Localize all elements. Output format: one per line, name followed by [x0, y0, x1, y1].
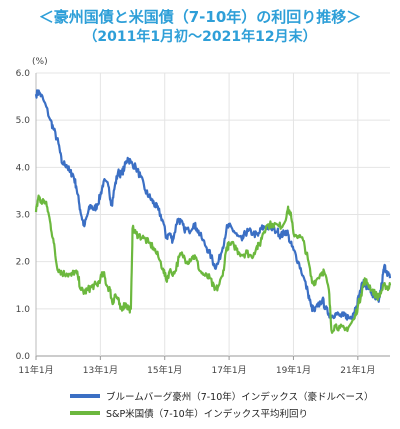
y-tick-label: 2.0: [16, 258, 31, 268]
x-tick-label: 19年1月: [276, 364, 311, 376]
series-line-us: [34, 194, 392, 334]
x-tick-label: 17年1月: [211, 364, 246, 376]
y-tick-label: 5.0: [16, 116, 31, 126]
y-tick-label: 3.0: [16, 211, 31, 221]
x-tick-label: 11年1月: [18, 364, 53, 376]
series-line-australia: [34, 89, 392, 321]
chart-subtitle: （2011年1月初～2021年12月末）: [83, 29, 317, 45]
y-tick-label: 0.0: [16, 352, 31, 362]
y-tick-label: 1.0: [16, 305, 31, 315]
legend-label-australia: ブルームバーグ豪州（7-10年）インデックス（豪ドルベース）: [106, 392, 374, 403]
legend-swatch-us: [70, 411, 100, 415]
y-axis-label: (%): [32, 57, 48, 67]
y-tick-label: 4.0: [16, 163, 31, 173]
x-tick-label: 15年1月: [147, 364, 182, 376]
legend-label-us: S&P米国債（7-10年）インデックス平均利回り: [106, 409, 308, 420]
chart-title: ＜豪州国債と米国債（7-10年）の利回り推移＞: [38, 8, 362, 26]
legend-item-australia: ブルームバーグ豪州（7-10年）インデックス（豪ドルベース）: [70, 389, 374, 403]
y-tick-label: 6.0: [16, 69, 31, 79]
legend-item-us: S&P米国債（7-10年）インデックス平均利回り: [70, 406, 308, 420]
x-tick-label: 21年1月: [340, 364, 375, 376]
x-tick-label: 13年1月: [83, 364, 118, 376]
legend-swatch-australia: [70, 394, 100, 398]
